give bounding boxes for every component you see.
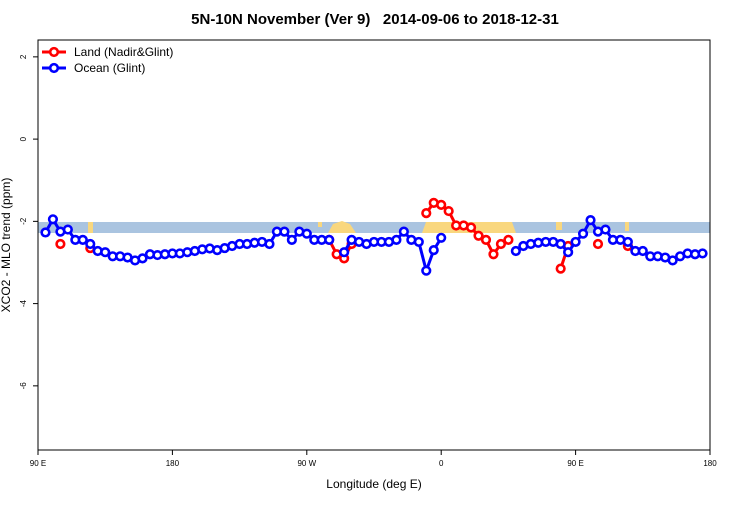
- point: [47, 214, 59, 225]
- point: [137, 253, 148, 264]
- plot-box: [37, 39, 711, 451]
- legend-marker: [48, 62, 60, 74]
- point: [62, 224, 73, 235]
- point: [391, 234, 402, 245]
- legend-label: Land (Nadir&Glint): [74, 45, 173, 59]
- point: [77, 234, 88, 245]
- point: [286, 234, 297, 245]
- point: [667, 255, 678, 266]
- point: [697, 248, 708, 259]
- y-tick-label: -4: [19, 299, 28, 307]
- point: [421, 208, 432, 219]
- y-axis-label: XCO2 - MLO trend (ppm): [0, 178, 13, 313]
- point: [40, 227, 51, 238]
- y-tick-label: 0: [19, 136, 28, 141]
- point: [555, 238, 566, 250]
- point: [413, 236, 424, 248]
- chart-title: 5N-10N November (Ver 9) 2014-09-06 to 20…: [191, 11, 559, 28]
- point: [264, 238, 275, 250]
- legend-marker: [48, 46, 60, 58]
- point: [577, 228, 589, 239]
- point: [436, 199, 447, 211]
- point: [622, 236, 633, 248]
- point: [324, 234, 335, 245]
- point: [585, 215, 596, 226]
- y-tick-label: -2: [19, 217, 28, 225]
- land-strip: [88, 221, 629, 233]
- point: [480, 234, 492, 245]
- point: [637, 245, 648, 257]
- point: [85, 238, 96, 250]
- map-strip: [38, 222, 710, 233]
- point: [421, 265, 432, 276]
- point: [428, 245, 439, 256]
- point: [488, 249, 499, 260]
- point: [279, 226, 290, 237]
- x-tick-label: 90 W: [297, 459, 316, 468]
- point: [55, 238, 66, 250]
- point: [563, 247, 574, 258]
- point: [436, 232, 447, 243]
- x-tick-label: 180: [166, 459, 180, 468]
- point: [495, 238, 507, 250]
- point: [465, 222, 477, 233]
- point: [503, 234, 514, 245]
- x-tick-label: 180: [703, 459, 717, 468]
- point: [339, 247, 350, 258]
- x-tick-label: 0: [439, 459, 444, 468]
- legend-label: Ocean (Glint): [74, 61, 145, 75]
- point: [473, 230, 484, 241]
- point: [301, 228, 312, 239]
- y-tick-label: -6: [19, 382, 28, 390]
- point: [600, 224, 611, 235]
- point: [592, 238, 604, 250]
- point: [398, 226, 409, 237]
- x-tick-label: 90 E: [30, 459, 46, 468]
- point: [510, 245, 521, 257]
- y-tick-label: 2: [19, 54, 28, 59]
- x-axis-label: Longitude (deg E): [326, 477, 421, 491]
- point: [570, 236, 581, 248]
- point: [555, 263, 566, 274]
- point: [100, 247, 111, 258]
- point: [443, 205, 454, 217]
- x-tick-label: 90 E: [567, 459, 583, 468]
